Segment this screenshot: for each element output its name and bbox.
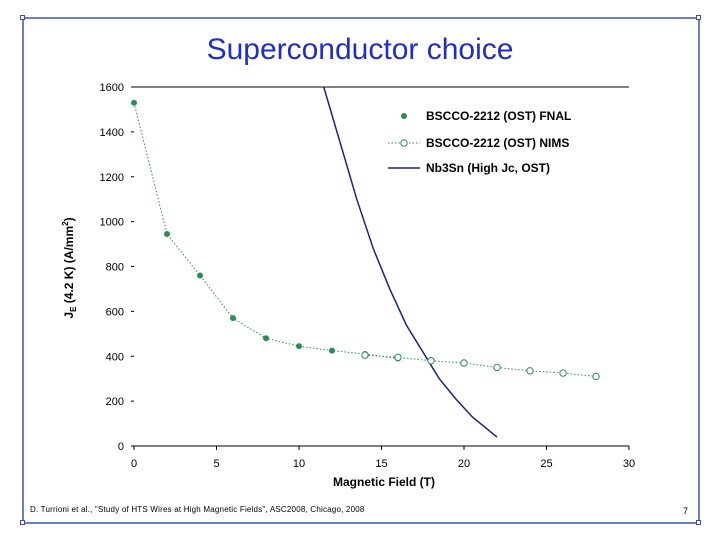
data-point-bscco-fnal <box>164 230 170 237</box>
series-line-nb3sn <box>323 86 498 438</box>
x-tick-label: 10 <box>293 458 305 470</box>
data-point-bscco-fnal <box>131 99 137 106</box>
legend-marker-fnal <box>401 113 407 119</box>
data-point-bscco-fnal <box>296 343 302 350</box>
frame-right-line <box>698 17 700 524</box>
data-point-bscco-fnal <box>230 315 236 322</box>
y-tick-label: 800 <box>106 262 124 274</box>
data-point-bscco-nims <box>592 372 600 381</box>
y-axis-title: JE (4.2 K) (A/mm2) <box>61 217 78 318</box>
x-tick-label: 25 <box>540 458 552 470</box>
x-tick-label: 5 <box>213 458 219 470</box>
y-tick-label: 200 <box>106 396 124 408</box>
data-point-bscco-nims <box>526 367 534 375</box>
data-point-bscco-nims <box>427 357 435 365</box>
footer-citation: D. Turrioni et al., "Study of HTS Wires … <box>30 505 365 514</box>
data-point-bscco-nims <box>559 369 567 377</box>
page-number: 7 <box>683 506 689 516</box>
x-axis-title: Magnetic Field (T) <box>333 475 435 489</box>
y-tick-label: 1000 <box>100 217 124 229</box>
legend-marker-nims <box>400 139 408 147</box>
x-tick-label: 20 <box>458 458 470 470</box>
x-tick-label: 0 <box>131 458 137 470</box>
legend-label-fnal: BSCCO-2212 (OST) FNAL <box>426 109 571 123</box>
y-tick-label: 400 <box>106 351 124 363</box>
data-point-bscco-nims <box>394 353 402 362</box>
data-point-bscco-fnal <box>329 347 335 354</box>
data-point-bscco-nims <box>493 363 501 372</box>
y-tick-label: 1400 <box>100 127 124 139</box>
data-point-bscco-nims <box>361 351 369 359</box>
series-line-bscco-nims <box>364 354 597 377</box>
frame-corner-handle <box>696 15 701 20</box>
frame-bottom-line <box>22 522 700 524</box>
y-axis-title-part: J <box>62 312 76 319</box>
x-tick-label: 30 <box>623 458 635 470</box>
y-tick-label: 600 <box>106 306 124 318</box>
y-tick-label: 1200 <box>100 172 124 184</box>
frame-top-line <box>22 17 700 19</box>
data-point-bscco-fnal <box>263 335 269 342</box>
frame-corner-handle <box>696 520 701 525</box>
y-axis-title-part: E <box>69 306 78 312</box>
legend-label-nb3sn: Nb3Sn (High Jc, OST) <box>426 161 550 175</box>
data-point-bscco-nims <box>460 359 468 367</box>
y-tick-label: 1600 <box>100 82 124 94</box>
chart-series-layer <box>131 86 600 438</box>
data-point-bscco-fnal <box>197 272 203 279</box>
frame-corner-handle <box>20 15 25 20</box>
y-axis-title-part: ) <box>62 217 76 221</box>
series-line-bscco-fnal <box>133 102 399 359</box>
legend-label-nims: BSCCO-2212 (OST) NIMS <box>426 136 569 150</box>
chart-legend: BSCCO-2212 (OST) FNAL BSCCO-2212 (OST) NI… <box>388 109 571 175</box>
y-tick-label: 0 <box>118 441 124 453</box>
x-tick-label: 15 <box>375 458 387 470</box>
frame-corner-handle <box>20 520 25 525</box>
frame-left-line <box>22 17 24 524</box>
y-axis-title-part: (4.2 K) (A/mm <box>62 226 76 307</box>
chart-axes: 0 5 10 15 20 25 30 0 200 400 600 800 1000 1200 1400 160… <box>100 82 636 470</box>
y-axis-title-part: 2 <box>61 221 70 226</box>
slide-title: Superconductor choice <box>206 33 514 66</box>
